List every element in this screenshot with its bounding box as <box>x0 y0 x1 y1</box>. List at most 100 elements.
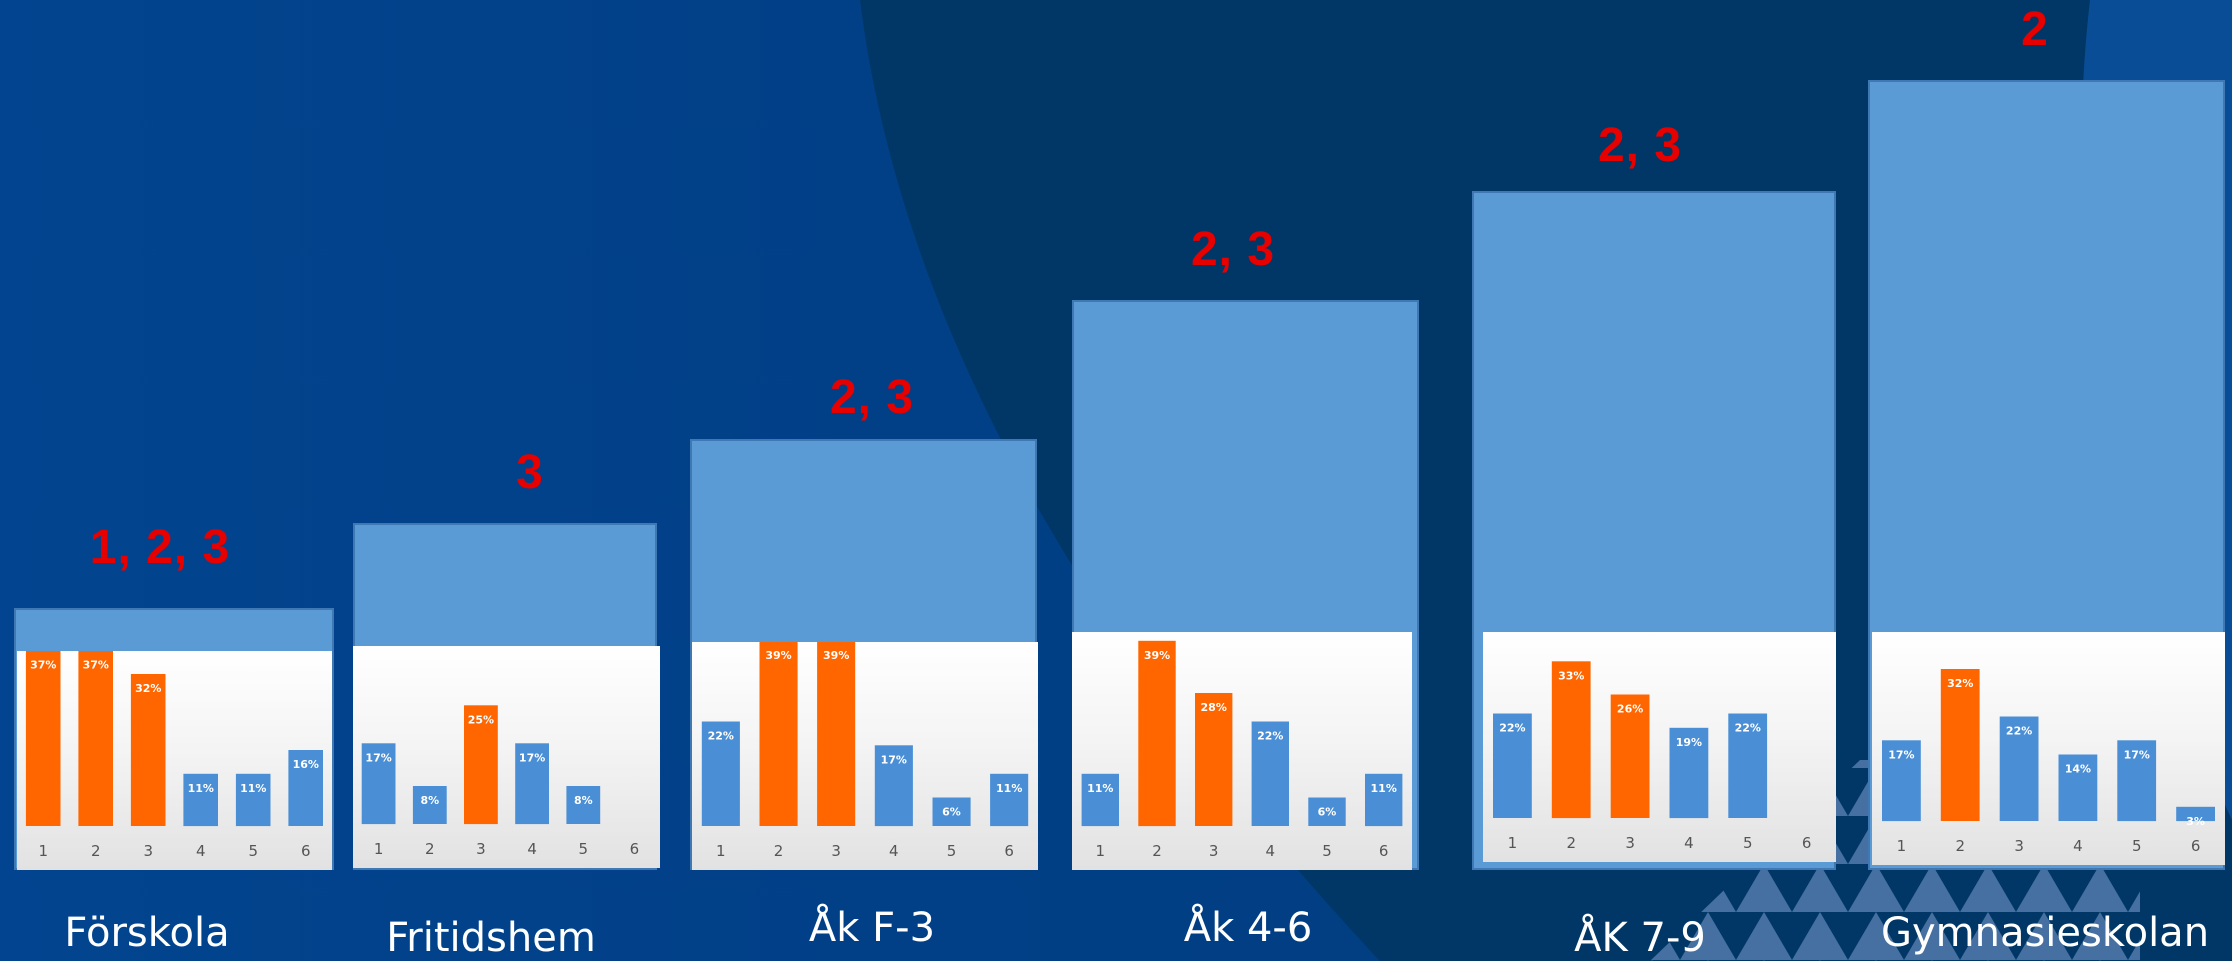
bar-value-label: 22% <box>708 730 734 743</box>
bar <box>932 797 971 826</box>
bar <box>78 651 113 826</box>
stage-label: Gymnasieskolan <box>1880 910 2210 956</box>
bar-value-label: 22% <box>1257 730 1283 743</box>
priority-label: 2, 3 <box>829 371 915 424</box>
stage-label: Åk 4-6 <box>1183 905 1313 951</box>
bar <box>1999 716 2039 821</box>
bar-value-label: 14% <box>2065 763 2091 776</box>
bar <box>1493 713 1532 818</box>
bar-value-label: 37% <box>30 658 56 671</box>
x-tick-label: 5 <box>2132 837 2142 855</box>
bar-value-label: 17% <box>1888 748 1914 761</box>
bar <box>990 773 1029 827</box>
bar-value-label: 17% <box>519 751 545 764</box>
bar-chart: 17% 1 8% 2 25% 3 17% 4 8% 5 6 <box>353 646 660 868</box>
bar <box>1308 797 1346 826</box>
bar-value-label: 11% <box>1087 782 1113 795</box>
x-tick-label: 6 <box>630 840 640 858</box>
bar-value-label: 19% <box>1676 736 1702 749</box>
x-tick-label: 1 <box>1096 842 1106 860</box>
bar-value-label: 37% <box>83 658 109 671</box>
bar <box>2058 754 2098 821</box>
bar <box>2176 806 2215 822</box>
x-tick-label: 6 <box>1379 842 1389 860</box>
x-tick-label: 3 <box>1209 842 1219 860</box>
stage-label: Fritidshem <box>386 915 596 961</box>
bar <box>2117 740 2157 822</box>
bar-chart: 37% 1 37% 2 32% 3 11% 4 11% 5 16% 6 <box>17 651 332 870</box>
x-tick-label: 3 <box>2014 837 2024 855</box>
bar-value-label: 25% <box>468 713 494 726</box>
bar-chart: 22% 1 39% 2 39% 3 17% 4 6% 5 11% 6 <box>692 642 1038 870</box>
x-tick-label: 5 <box>579 840 589 858</box>
bar-value-label: 22% <box>1735 722 1761 735</box>
x-tick-label: 5 <box>1743 834 1753 852</box>
priority-label: 1, 2, 3 <box>89 521 231 574</box>
bar-value-label: 6% <box>1318 806 1337 819</box>
bar-value-label: 32% <box>1947 677 1973 690</box>
bar <box>1882 740 1921 822</box>
bar <box>464 705 498 825</box>
x-tick-label: 3 <box>1625 834 1635 852</box>
x-tick-label: 2 <box>91 842 101 860</box>
bar <box>701 721 740 826</box>
x-tick-label: 4 <box>889 842 899 860</box>
bar <box>1365 773 1403 827</box>
priority-label: 3 <box>516 446 544 499</box>
x-tick-label: 2 <box>774 842 784 860</box>
bar-value-label: 17% <box>881 753 907 766</box>
x-tick-label: 1 <box>374 840 384 858</box>
priority-label: 2, 3 <box>1597 119 1683 172</box>
bar-chart-svg: 37% 1 37% 2 32% 3 11% 4 11% 5 16% 6 <box>25 651 323 860</box>
x-tick-label: 3 <box>831 842 841 860</box>
bar <box>361 743 396 825</box>
x-tick-label: 4 <box>1684 834 1694 852</box>
bar-value-label: 11% <box>188 782 214 795</box>
stage-label: Förskola <box>64 910 230 956</box>
bar-chart: 22% 1 33% 2 26% 3 19% 4 22% 5 6 <box>1483 632 1836 862</box>
x-tick-label: 4 <box>2073 837 2083 855</box>
bar-value-label: 39% <box>1144 649 1170 662</box>
x-tick-label: 2 <box>1567 834 1577 852</box>
bar <box>1728 713 1768 818</box>
bar <box>130 674 166 826</box>
bar <box>183 773 218 827</box>
bar-value-label: 39% <box>823 649 849 662</box>
bar-value-label: 16% <box>293 758 319 771</box>
bar-chart-svg: 17% 1 32% 2 22% 3 14% 4 17% 5 3% 6 <box>1882 669 2215 855</box>
x-tick-label: 5 <box>947 842 957 860</box>
bar-chart-svg: 22% 1 33% 2 26% 3 19% 4 22% 5 6 <box>1493 661 1812 852</box>
stage-label: ÅK 7-9 <box>1574 915 1706 961</box>
bar <box>874 745 913 827</box>
bar-value-label: 11% <box>1371 782 1397 795</box>
bar-value-label: 8% <box>574 794 593 807</box>
bar-value-label: 3% <box>2186 815 2205 828</box>
bar-value-label: 11% <box>996 782 1022 795</box>
x-tick-label: 2 <box>1956 837 1966 855</box>
bar <box>515 743 549 825</box>
bar <box>1081 773 1119 827</box>
bar-value-label: 33% <box>1558 669 1584 682</box>
x-tick-label: 4 <box>196 842 206 860</box>
x-tick-label: 6 <box>1802 834 1812 852</box>
bar-value-label: 28% <box>1201 701 1227 714</box>
x-tick-label: 1 <box>1897 837 1907 855</box>
x-tick-label: 6 <box>2191 837 2201 855</box>
priority-label: 2 <box>2021 3 2049 56</box>
bar <box>1940 669 1980 821</box>
x-tick-label: 3 <box>476 840 486 858</box>
bar-value-label: 22% <box>1499 722 1525 735</box>
bar-chart: 17% 1 32% 2 22% 3 14% 4 17% 5 3% 6 <box>1872 632 2225 865</box>
bar-value-label: 17% <box>2124 748 2150 761</box>
bar-chart-svg: 11% 1 39% 2 28% 3 22% 4 6% 5 11% 6 <box>1081 640 1403 860</box>
bar <box>412 786 447 824</box>
bar <box>25 651 61 826</box>
bar <box>1669 727 1709 819</box>
x-tick-label: 1 <box>1508 834 1518 852</box>
bar-value-label: 6% <box>942 806 961 819</box>
bar <box>1251 721 1289 826</box>
bar <box>1138 640 1176 827</box>
bar-value-label: 11% <box>240 782 266 795</box>
priority-label: 2, 3 <box>1190 223 1276 276</box>
x-tick-label: 3 <box>144 842 154 860</box>
